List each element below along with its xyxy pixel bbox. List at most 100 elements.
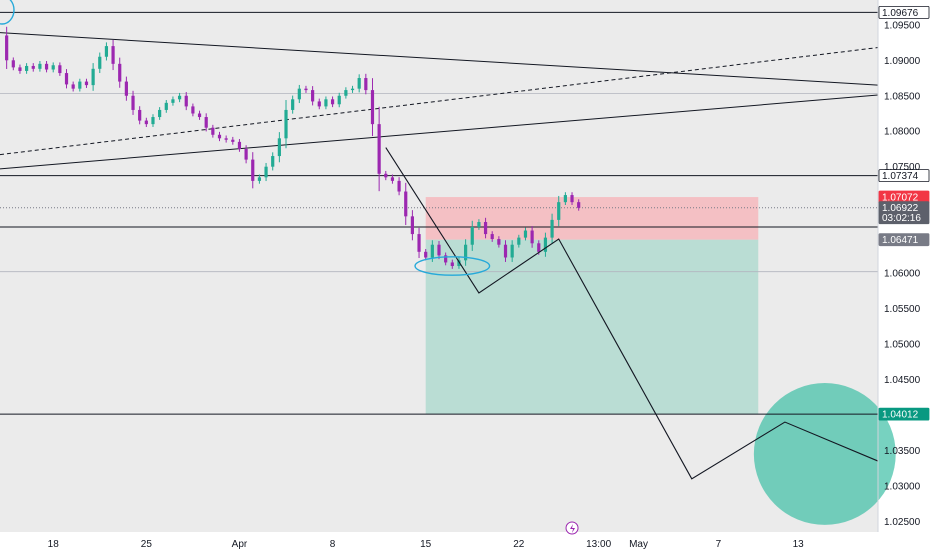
y-tick-label: 1.03000 bbox=[884, 481, 921, 492]
candle-body bbox=[537, 243, 541, 252]
y-tick-label: 1.09000 bbox=[884, 56, 921, 67]
candle-body bbox=[570, 195, 574, 203]
candle-body bbox=[543, 237, 548, 252]
candle-body bbox=[357, 78, 361, 89]
ellipse-annotation[interactable] bbox=[414, 256, 491, 276]
candle-body bbox=[104, 46, 109, 57]
candle-body bbox=[483, 222, 488, 235]
candle-body bbox=[390, 177, 395, 181]
candle-body bbox=[217, 134, 222, 139]
candle-body bbox=[25, 65, 29, 71]
price-badge bbox=[878, 169, 930, 183]
price-badge bbox=[878, 201, 930, 225]
price-badge-label: 1.04012 bbox=[882, 410, 919, 421]
candle-body bbox=[344, 90, 348, 96]
candle-body bbox=[251, 159, 255, 181]
candle-body bbox=[510, 244, 514, 258]
candle-body bbox=[304, 88, 308, 91]
candle-body bbox=[410, 216, 414, 235]
candle-body bbox=[51, 65, 55, 70]
candle-body bbox=[124, 81, 128, 96]
candle-body bbox=[11, 60, 15, 68]
candle-body bbox=[530, 230, 534, 244]
candle-body bbox=[111, 46, 115, 64]
position-stop-zone bbox=[425, 197, 759, 240]
candle-body bbox=[277, 138, 281, 157]
price-badge bbox=[878, 233, 930, 247]
candle-body bbox=[138, 109, 142, 121]
candle-body bbox=[397, 180, 401, 192]
trend-line-2[interactable] bbox=[0, 47, 879, 156]
candle-body bbox=[430, 244, 434, 258]
price-badge-label: 1.07072 bbox=[882, 193, 919, 204]
candle-body bbox=[377, 124, 381, 174]
candle-body bbox=[244, 148, 248, 160]
candle-body bbox=[131, 95, 135, 110]
candle-body bbox=[577, 202, 581, 208]
candle-body bbox=[71, 84, 75, 89]
candle-body bbox=[18, 67, 22, 71]
price-badge-label: 1.06471 bbox=[882, 235, 919, 246]
lightning-icon-glyph bbox=[570, 524, 576, 533]
candle-body bbox=[450, 262, 454, 266]
trend-line-0[interactable] bbox=[0, 32, 879, 86]
candle-body bbox=[271, 156, 275, 167]
candle-body bbox=[563, 195, 567, 203]
candle-body bbox=[164, 102, 168, 110]
candle-body bbox=[264, 166, 268, 178]
candle-body bbox=[457, 260, 461, 266]
price-badge-label: 1.06922 bbox=[882, 203, 919, 214]
candle-body bbox=[523, 230, 528, 238]
candle-body bbox=[158, 109, 162, 118]
candle-body bbox=[490, 234, 494, 240]
candle-body bbox=[5, 35, 9, 61]
candle-body bbox=[64, 73, 69, 85]
candle-body bbox=[317, 101, 321, 107]
price-badge-label: 1.09676 bbox=[882, 8, 919, 19]
candle-body bbox=[118, 63, 122, 82]
candle-body bbox=[370, 90, 375, 125]
candle-body bbox=[151, 117, 155, 125]
circle-marker[interactable] bbox=[0, 0, 15, 25]
x-tick-label: May bbox=[629, 539, 648, 550]
x-tick-label: 25 bbox=[141, 539, 153, 550]
candle-body bbox=[550, 219, 554, 238]
x-tick-label: 22 bbox=[513, 539, 525, 550]
candle-body bbox=[237, 141, 242, 149]
candle-body bbox=[384, 173, 388, 178]
y-tick-label: 1.07500 bbox=[884, 162, 921, 173]
price-badge-label: 1.07374 bbox=[882, 171, 919, 182]
candle-body bbox=[444, 255, 448, 263]
candle-body bbox=[38, 63, 42, 69]
candle-body bbox=[404, 191, 408, 217]
candle-body bbox=[517, 237, 521, 245]
candle-body bbox=[417, 234, 421, 252]
candle-body bbox=[557, 202, 561, 220]
y-tick-label: 1.09500 bbox=[884, 20, 921, 31]
projection-path[interactable] bbox=[385, 147, 879, 480]
trend-line-1[interactable] bbox=[0, 94, 879, 170]
candle-body bbox=[177, 95, 182, 100]
x-tick-label: 8 bbox=[330, 539, 336, 550]
y-tick-label: 1.06000 bbox=[884, 269, 921, 280]
candle-body bbox=[364, 78, 368, 91]
candle-body bbox=[284, 109, 288, 139]
y-tick-label: 1.05500 bbox=[884, 304, 921, 315]
candle-body bbox=[350, 88, 355, 91]
candle-body bbox=[197, 113, 202, 118]
candle-body bbox=[91, 68, 95, 86]
candle-body bbox=[464, 244, 468, 261]
y-tick-label: 1.08000 bbox=[884, 127, 921, 138]
x-tick-label: 7 bbox=[716, 539, 722, 550]
candle-body bbox=[497, 239, 501, 245]
x-tick-label: 15 bbox=[420, 539, 432, 550]
y-tick-label: 1.03500 bbox=[884, 446, 921, 457]
y-tick-label: 1.04500 bbox=[884, 375, 921, 386]
candle-body bbox=[477, 222, 481, 227]
x-tick-label: 13:00 bbox=[586, 539, 611, 550]
candle-body bbox=[191, 106, 195, 114]
candle-body bbox=[98, 56, 102, 69]
candle-body bbox=[324, 99, 328, 107]
